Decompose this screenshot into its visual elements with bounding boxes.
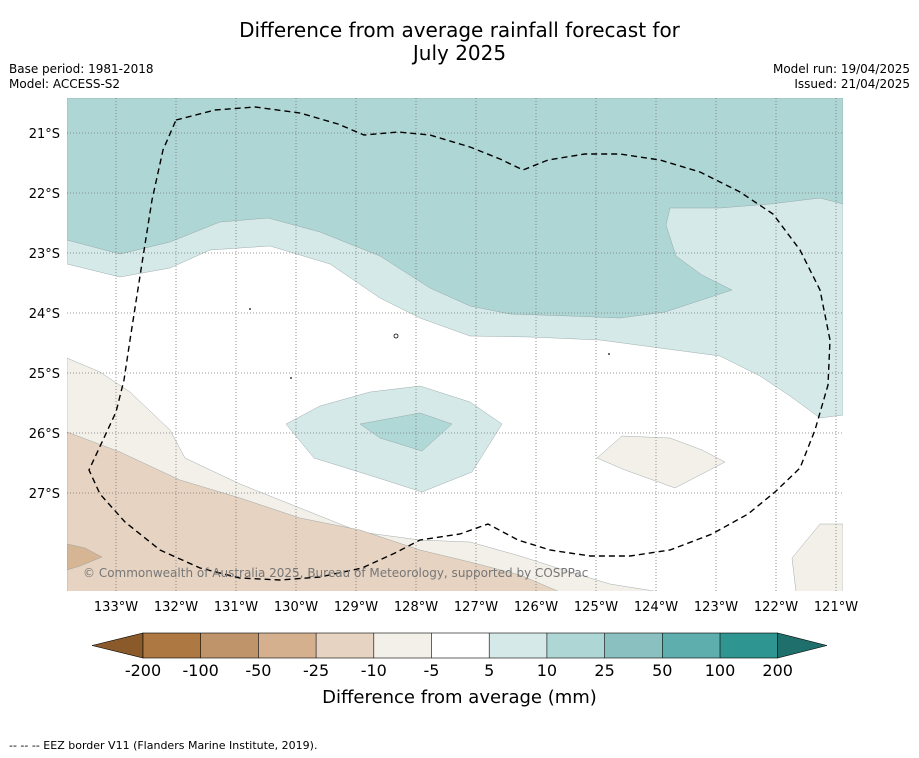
colorbar-tick-label: 100	[705, 661, 736, 680]
lon-label: 123°W	[694, 600, 738, 615]
meta-right: Model run: 19/04/2025 Issued: 21/04/2025	[773, 62, 910, 92]
island-marker	[393, 333, 399, 339]
dry-region-southeast	[791, 523, 843, 591]
colorbar-tick-label: -50	[245, 661, 271, 680]
colorbar-segment	[489, 633, 547, 658]
colorbar: -200 -100 -50 -25 -10 -5 5 10 25 50 100 …	[91, 632, 828, 708]
colorbar-segment	[662, 633, 720, 658]
lon-label: 131°W	[214, 600, 258, 615]
colorbar-tick-label: -5	[424, 661, 440, 680]
lat-label: 23°S	[29, 247, 60, 262]
lon-label: 124°W	[634, 600, 678, 615]
colorbar-tick-label: 50	[652, 661, 672, 680]
lon-label: 121°W	[814, 600, 858, 615]
map-title-line1: Difference from average rainfall forecas…	[239, 18, 680, 42]
colorbar-tick-label: 5	[484, 661, 494, 680]
colorbar-tick-label: -200	[125, 661, 161, 680]
base-period: Base period: 1981-2018	[9, 62, 154, 76]
lat-label: 24°S	[29, 307, 60, 322]
colorbar-tick-label: 10	[537, 661, 557, 680]
gridlines	[67, 98, 843, 591]
island-marker	[249, 308, 251, 310]
wet-region-main	[67, 98, 843, 319]
lon-label: 127°W	[454, 600, 498, 615]
lat-label: 21°S	[29, 127, 60, 142]
dry-region-dark	[67, 543, 103, 571]
latitude-labels: 21°S 22°S 23°S 24°S 25°S 26°S 27°S	[29, 127, 60, 502]
dry-region-east	[596, 435, 726, 489]
lon-label: 133°W	[94, 600, 138, 615]
colorbar-tick-label: -25	[303, 661, 329, 680]
colorbar-segment	[546, 633, 605, 658]
colorbar-segment	[604, 633, 663, 658]
colorbar-tick-label: -100	[183, 661, 219, 680]
issued-date: Issued: 21/04/2025	[794, 77, 910, 91]
lon-label: 122°W	[754, 600, 798, 615]
colorbar-segment	[200, 633, 259, 658]
colorbar-segment	[316, 633, 374, 658]
map-plot-area: © Commonwealth of Australia 2025, Bureau…	[67, 98, 843, 591]
eez-footnote: -- -- -- EEZ border V11 (Flanders Marine…	[9, 739, 318, 752]
colorbar-tick-label: 25	[594, 661, 614, 680]
longitude-labels: 133°W 132°W 131°W 130°W 129°W 128°W 127°…	[94, 600, 858, 615]
model-run: Model run: 19/04/2025	[772, 62, 910, 76]
lon-label: 132°W	[154, 600, 198, 615]
map-title-line2: July 2025	[412, 41, 507, 65]
colorbar-segment	[258, 633, 317, 658]
lat-label: 26°S	[29, 427, 60, 442]
lon-label: 128°W	[394, 600, 438, 615]
lon-label: 125°W	[574, 600, 618, 615]
dry-region-medium	[67, 431, 559, 591]
colorbar-tick-label: 200	[762, 661, 793, 680]
eez-border	[88, 106, 831, 581]
colorbar-tick-label: -10	[361, 661, 387, 680]
lat-label: 22°S	[29, 187, 60, 202]
colorbar-segment	[431, 633, 490, 658]
island-marker	[608, 353, 610, 355]
lon-label: 130°W	[274, 600, 318, 615]
colorbar-segment	[373, 633, 432, 658]
copyright-notice: © Commonwealth of Australia 2025, Bureau…	[83, 566, 588, 580]
colorbar-segment	[143, 633, 201, 658]
lon-label: 126°W	[514, 600, 558, 615]
meta-left: Base period: 1981-2018 Model: ACCESS-S2	[9, 62, 154, 92]
colorbar-label: Difference from average (mm)	[322, 687, 597, 708]
colorbar-extend-low	[91, 632, 144, 659]
colorbar-ticks: -200 -100 -50 -25 -10 -5 5 10 25 50 100 …	[125, 661, 793, 680]
island-marker	[290, 377, 292, 379]
colorbar-extend-high	[777, 632, 828, 659]
wet-region-center-inner	[359, 412, 453, 452]
model-name: Model: ACCESS-S2	[9, 77, 121, 91]
colorbar-segment	[720, 633, 778, 658]
lat-label: 25°S	[29, 367, 60, 382]
lon-label: 129°W	[334, 600, 378, 615]
lat-label: 27°S	[29, 487, 60, 502]
